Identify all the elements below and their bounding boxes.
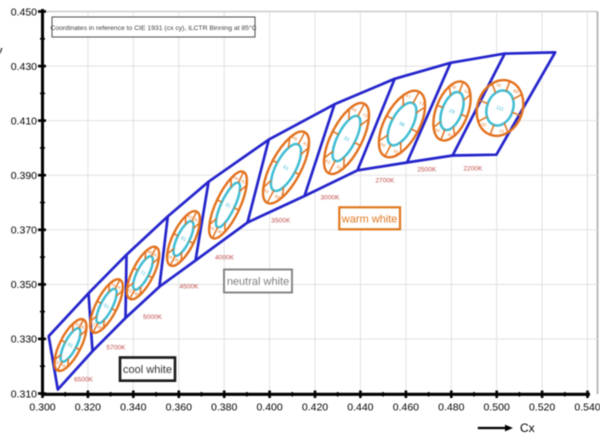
svg-text:51: 51 xyxy=(102,303,110,311)
svg-text:W3: W3 xyxy=(96,324,105,332)
svg-text:W2: W2 xyxy=(72,320,81,328)
svg-text:66: 66 xyxy=(451,84,458,91)
svg-text:61: 61 xyxy=(282,164,290,172)
svg-text:W1: W1 xyxy=(174,257,183,265)
svg-text:0.460: 0.460 xyxy=(393,402,419,414)
svg-text:0.330: 0.330 xyxy=(11,334,37,346)
svg-text:W3: W3 xyxy=(217,229,226,237)
svg-text:W6: W6 xyxy=(145,248,154,256)
svg-text:41: 41 xyxy=(179,235,187,243)
svg-text:0.350: 0.350 xyxy=(11,279,37,291)
svg-text:W4: W4 xyxy=(109,281,118,289)
svg-text:y: y xyxy=(0,43,3,58)
svg-text:Y3: Y3 xyxy=(418,100,426,107)
svg-text:2200K: 2200K xyxy=(463,166,483,173)
svg-text:W2: W2 xyxy=(185,213,194,221)
svg-text:W5: W5 xyxy=(274,193,283,201)
svg-text:0.410: 0.410 xyxy=(11,115,37,127)
svg-text:0.450: 0.450 xyxy=(11,6,37,18)
svg-text:neutral white: neutral white xyxy=(227,276,289,288)
svg-text:K4: K4 xyxy=(166,253,173,260)
svg-text:K1: K1 xyxy=(153,252,160,259)
svg-text:K1: K1 xyxy=(81,324,88,331)
svg-text:Cx: Cx xyxy=(520,421,535,435)
svg-text:5000K: 5000K xyxy=(143,314,163,321)
svg-text:W4: W4 xyxy=(231,174,240,182)
svg-text:31: 31 xyxy=(224,202,232,210)
svg-text:X3: X3 xyxy=(324,158,331,165)
svg-text:5700K: 5700K xyxy=(106,345,126,352)
svg-text:52: 52 xyxy=(481,121,488,128)
svg-text:X4: X4 xyxy=(351,106,358,113)
svg-text:0.300: 0.300 xyxy=(29,402,55,414)
svg-text:0.520: 0.520 xyxy=(529,402,555,414)
svg-text:K2: K2 xyxy=(126,287,133,294)
svg-text:54: 54 xyxy=(434,127,441,134)
svg-text:X5: X5 xyxy=(392,148,400,155)
svg-text:3500K: 3500K xyxy=(271,218,291,225)
svg-text:cool white: cool white xyxy=(123,364,172,376)
svg-text:W1: W1 xyxy=(61,362,70,370)
svg-text:4000K: 4000K xyxy=(215,255,235,262)
svg-text:W6: W6 xyxy=(290,134,299,142)
svg-text:2700K: 2700K xyxy=(375,178,395,185)
svg-text:0.440: 0.440 xyxy=(347,402,373,414)
svg-text:K2: K2 xyxy=(89,320,96,327)
svg-text:0.380: 0.380 xyxy=(211,402,237,414)
svg-text:Y2: Y2 xyxy=(362,112,369,119)
svg-text:111: 111 xyxy=(495,105,504,113)
svg-text:71: 71 xyxy=(139,270,147,278)
svg-text:6500K: 6500K xyxy=(74,377,94,384)
svg-text:K4: K4 xyxy=(208,225,215,232)
svg-text:4500K: 4500K xyxy=(180,284,200,291)
svg-text:0.480: 0.480 xyxy=(438,402,464,414)
svg-text:X6: X6 xyxy=(379,141,387,148)
svg-text:W5: W5 xyxy=(133,291,142,299)
svg-text:3000K: 3000K xyxy=(321,195,341,202)
svg-text:K3: K3 xyxy=(194,217,201,224)
svg-text:Y4: Y4 xyxy=(463,89,470,96)
svg-text:0.430: 0.430 xyxy=(11,61,37,73)
svg-text:Coordinates in reference to CI: Coordinates in reference to CIE 1931 (cx… xyxy=(50,24,256,32)
svg-text:K1: K1 xyxy=(117,285,124,292)
svg-text:0.540: 0.540 xyxy=(574,402,600,414)
svg-text:0.340: 0.340 xyxy=(120,402,146,414)
svg-text:2500K: 2500K xyxy=(417,167,437,174)
svg-text:0.390: 0.390 xyxy=(11,170,37,182)
svg-text:0.370: 0.370 xyxy=(11,225,37,237)
svg-text:B5: B5 xyxy=(513,88,520,95)
svg-text:0.420: 0.420 xyxy=(302,402,328,414)
svg-text:0.500: 0.500 xyxy=(484,402,510,414)
svg-text:13: 13 xyxy=(498,128,505,135)
svg-text:81: 81 xyxy=(66,342,74,350)
svg-text:K4: K4 xyxy=(263,187,271,194)
svg-text:29: 29 xyxy=(448,108,456,116)
svg-text:K3: K3 xyxy=(302,141,310,148)
svg-text:33: 33 xyxy=(342,135,350,143)
svg-text:X1: X1 xyxy=(336,164,343,171)
svg-text:0.310: 0.310 xyxy=(11,388,37,400)
svg-text:X7: X7 xyxy=(405,93,413,100)
svg-text:K2: K2 xyxy=(53,359,60,366)
svg-text:0.400: 0.400 xyxy=(256,402,282,414)
svg-text:warm white: warm white xyxy=(341,213,398,225)
svg-text:0.320: 0.320 xyxy=(75,402,101,414)
svg-text:43: 43 xyxy=(447,132,454,139)
svg-text:10: 10 xyxy=(495,82,502,89)
svg-text:98: 98 xyxy=(398,121,406,129)
svg-text:0.360: 0.360 xyxy=(166,402,192,414)
svg-text:K3: K3 xyxy=(241,179,248,186)
